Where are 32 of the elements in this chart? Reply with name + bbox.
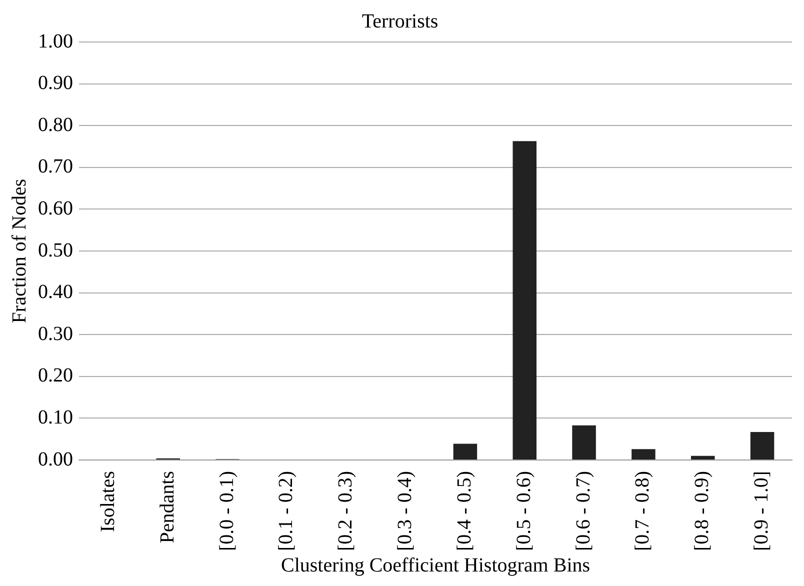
bar <box>750 432 774 460</box>
chart-title: Terrorists <box>362 10 438 32</box>
bar <box>572 425 596 460</box>
x-tick-label: [0.0 - 0.1) <box>216 471 238 552</box>
y-tick-label: 0.30 <box>38 322 73 345</box>
y-tick-label: 1.00 <box>38 30 73 52</box>
y-axis-title: Fraction of Nodes <box>8 178 30 324</box>
x-axis-title: Clustering Coefficient Histogram Bins <box>280 554 590 576</box>
x-tick-label: [0.6 - 0.7) <box>572 471 594 552</box>
y-tick-label: 0.80 <box>38 114 73 136</box>
y-tick-label: 0.50 <box>38 239 73 262</box>
y-tick-label: 0.40 <box>38 281 73 304</box>
y-tick-label: 0.90 <box>38 72 73 94</box>
x-tick-label: [0.8 - 0.9) <box>691 471 714 552</box>
bar <box>632 449 656 460</box>
y-tick-label: 0.70 <box>38 156 73 178</box>
bar <box>512 141 537 460</box>
y-tick-label: 0.60 <box>38 197 73 220</box>
x-tick-label: Isolates <box>96 470 119 532</box>
x-tick-label: [0.2 - 0.3) <box>334 471 357 552</box>
x-tick-label: Pendants <box>156 470 178 544</box>
y-tick-label: 0.20 <box>38 364 73 387</box>
x-tick-label: [0.9 - 1.0] <box>750 471 773 552</box>
x-tick-label: [0.4 - 0.5) <box>453 471 476 552</box>
x-tick-label: [0.3 - 0.4) <box>394 471 416 552</box>
x-tick-label: [0.7 - 0.8) <box>632 471 654 552</box>
x-tick-label: [0.1 - 0.2) <box>275 471 298 552</box>
x-tick-label: [0.5 - 0.6) <box>512 471 535 552</box>
bar <box>690 456 715 460</box>
y-tick-label: 0.10 <box>38 406 73 428</box>
bar <box>453 444 478 460</box>
y-tick-label: 0.00 <box>38 448 73 470</box>
